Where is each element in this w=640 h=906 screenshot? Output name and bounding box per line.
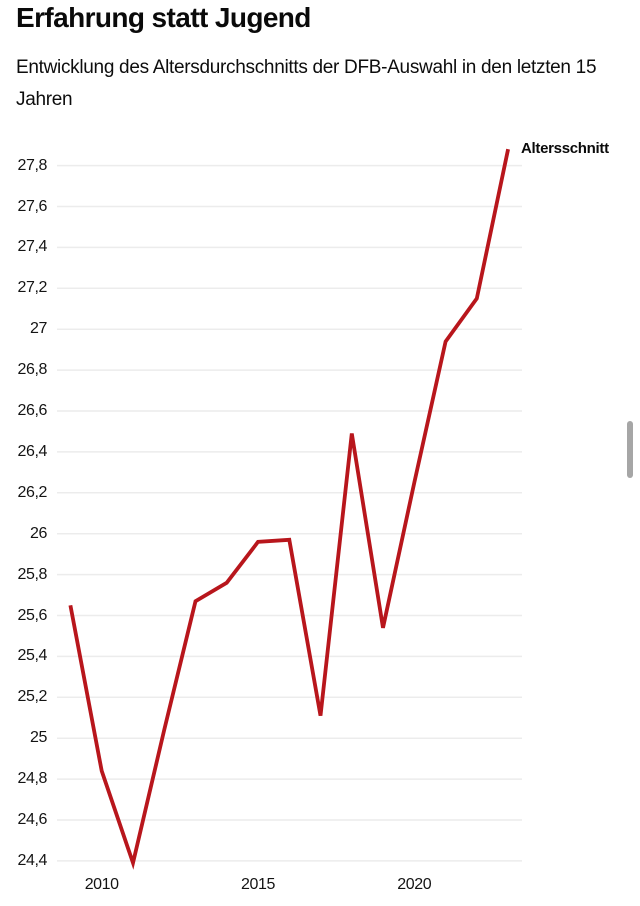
y-tick-label: 26: [30, 524, 47, 542]
y-tick-label: 26,6: [17, 402, 47, 419]
data-line-altersschnitt: [68, 148, 510, 870]
y-tick-label: 26,2: [17, 483, 47, 501]
chart-subtitle: Entwicklung des Altersdurchschnitts der …: [16, 52, 597, 116]
y-tick-label: 27,6: [17, 197, 47, 215]
scrollbar-thumb[interactable]: [627, 421, 633, 478]
y-tick-label: 24,8: [17, 770, 47, 788]
chart-subtitle-line-2: Jahren: [16, 89, 73, 110]
y-tick-label: 26,4: [17, 442, 47, 460]
y-tick-label: 25,4: [17, 647, 47, 665]
y-tick-label: 25,8: [17, 565, 47, 583]
y-tick-label: 24,4: [17, 851, 47, 869]
x-tick-label: 2010: [84, 876, 119, 893]
y-tick-label: 24,6: [17, 811, 47, 828]
y-tick-label: 25,6: [17, 606, 47, 624]
y-tick-label: 27: [30, 320, 47, 338]
y-tick-label: 27,2: [17, 279, 47, 297]
y-tick-label: 27,8: [17, 156, 47, 174]
y-tick-label: 26,8: [17, 361, 47, 379]
y-tick-label: 25,2: [17, 688, 47, 706]
y-tick-label: 27,4: [17, 238, 47, 256]
x-tick-label: 2015: [241, 876, 275, 893]
chart-subtitle-line-1: Entwicklung des Altersdurchschnitts der …: [16, 57, 597, 78]
series-label: Altersschnitt: [521, 140, 609, 157]
chart-title: Erfahrung statt Jugend: [16, 2, 311, 33]
x-tick-label: 2020: [397, 876, 432, 893]
y-tick-label: 25: [30, 729, 47, 747]
